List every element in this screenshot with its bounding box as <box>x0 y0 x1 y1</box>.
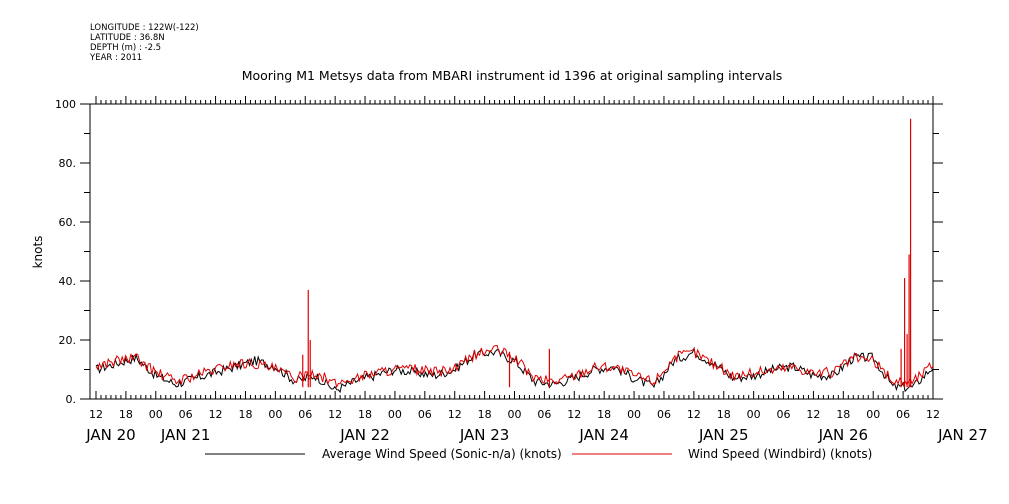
depth-text: DEPTH (m) : -2.5 <box>90 43 161 53</box>
chart-title: Mooring M1 Metsys data from MBARI instru… <box>242 68 783 83</box>
legend-label-windbird: Wind Speed (Windbird) (knots) <box>688 447 872 461</box>
series-layer <box>95 118 934 394</box>
x-tick-label: 00 <box>508 408 522 421</box>
y-axis: 0. 20. 40. 60. 80. 100 <box>55 98 943 406</box>
x-tick-label: 18 <box>717 408 731 421</box>
x-tick-label: 12 <box>567 408 581 421</box>
x-tick-label: 06 <box>418 408 432 421</box>
y-tick-label: 40. <box>59 275 77 288</box>
x-day-label: JAN 22 <box>339 426 390 444</box>
x-tick-label: 06 <box>777 408 791 421</box>
x-day-label: JAN 27 <box>937 426 988 444</box>
x-tick-label: 06 <box>298 408 312 421</box>
x-tick-label: 06 <box>657 408 671 421</box>
x-tick-label: 06 <box>537 408 551 421</box>
x-tick-label: 12 <box>328 408 342 421</box>
y-tick-label: 80. <box>59 157 77 170</box>
x-tick-label: 00 <box>268 408 282 421</box>
x-tick-label: 12 <box>926 408 940 421</box>
x-tick-label: 00 <box>747 408 761 421</box>
x-day-label: JAN 24 <box>578 426 629 444</box>
x-tick-label: 06 <box>896 408 910 421</box>
x-tick-label: 18 <box>478 408 492 421</box>
plot-frame <box>89 103 934 400</box>
x-tick-label: 18 <box>119 408 133 421</box>
x-tick-label: 18 <box>238 408 252 421</box>
y-tick-label: 0. <box>66 393 77 406</box>
x-tick-label: 12 <box>209 408 223 421</box>
x-tick-label: 18 <box>358 408 372 421</box>
x-tick-label: 12 <box>89 408 103 421</box>
y-tick-label: 60. <box>59 216 77 229</box>
x-tick-label: 18 <box>597 408 611 421</box>
y-axis-label: knots <box>31 236 45 269</box>
x-tick-label: 00 <box>388 408 402 421</box>
x-tick-label: 12 <box>806 408 820 421</box>
x-day-label: JAN 20 <box>85 426 136 444</box>
y-tick-label: 20. <box>59 334 77 347</box>
x-tick-label: 12 <box>448 408 462 421</box>
x-day-label: JAN 26 <box>818 426 869 444</box>
x-tick-label: 06 <box>179 408 193 421</box>
x-day-label: JAN 25 <box>698 426 749 444</box>
latitude-text: LATITUDE : 36.8N <box>90 33 165 43</box>
series-line-windbird <box>95 344 934 389</box>
y-tick-label: 100 <box>55 98 76 111</box>
longitude-text: LONGITUDE : 122W(-122) <box>90 23 199 33</box>
x-day-label: JAN 21 <box>160 426 211 444</box>
x-tick-label: 18 <box>836 408 850 421</box>
x-tick-label: 00 <box>149 408 163 421</box>
x-tick-label: 00 <box>627 408 641 421</box>
x-day-label: JAN 23 <box>459 426 510 444</box>
year-text: YEAR : 2011 <box>89 53 142 63</box>
legend-label-average: Average Wind Speed (Sonic-n/a) (knots) <box>322 447 562 461</box>
x-axis: 12 18 00 06 12 18 00 06 12 18 00 06 12 18 00 06 12 18 00 06… <box>85 96 988 444</box>
x-tick-label: 12 <box>687 408 701 421</box>
x-tick-label: 00 <box>866 408 880 421</box>
